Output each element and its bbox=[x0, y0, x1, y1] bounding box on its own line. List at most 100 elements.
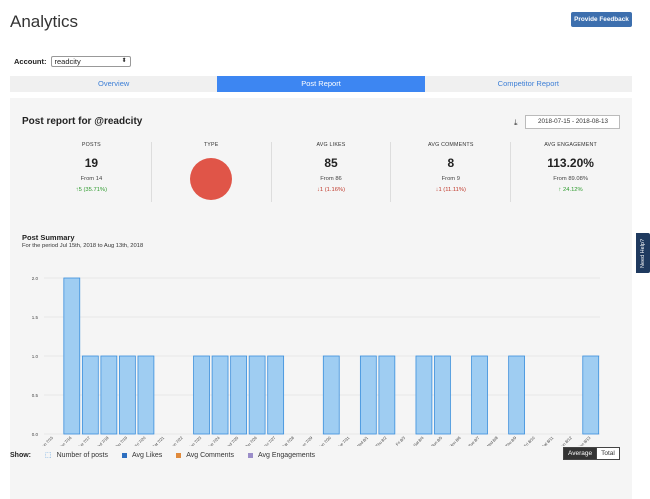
page-title: Analytics bbox=[10, 12, 79, 31]
date-range-input[interactable]: 2018-07-15 - 2018-08-13 bbox=[525, 115, 620, 129]
report-panel: Post report for @readcity ⤓ 2018-07-15 -… bbox=[10, 98, 632, 499]
toggle-average-button[interactable]: Average bbox=[563, 447, 598, 460]
x-tick-label: Tue 7/31 bbox=[336, 435, 351, 446]
stat-label: AVG LIKES bbox=[316, 142, 346, 148]
legend-item-posts[interactable]: ⬚ Number of posts bbox=[45, 451, 108, 460]
chart-bar[interactable] bbox=[248, 355, 266, 435]
x-tick-label: Mon 7/23 bbox=[187, 435, 203, 446]
need-help-button[interactable]: Need Help? bbox=[636, 233, 650, 273]
account-selected-value: readcity bbox=[54, 57, 81, 66]
post-summary-subtitle: For the period Jul 15th, 2018 to Aug 13t… bbox=[22, 243, 144, 249]
x-tick-label: Tue 7/24 bbox=[206, 435, 221, 446]
tab-post-report[interactable]: Post Report bbox=[217, 76, 425, 92]
stat-value: 113.20% bbox=[547, 156, 594, 170]
chart-bar[interactable] bbox=[193, 355, 210, 435]
x-tick-label: Thu 7/26 bbox=[243, 435, 258, 446]
account-select[interactable]: readcity ⬍ bbox=[50, 56, 131, 67]
stat-from: From 89.08% bbox=[553, 176, 588, 182]
stats-row: POSTS 19 From 14 ↑5 (35.71%) TYPE AVG LI… bbox=[32, 142, 630, 202]
x-tick-label: Fri 7/27 bbox=[263, 435, 277, 446]
legend-item-avg-engagements[interactable]: Avg Engagements bbox=[247, 451, 316, 459]
legend-show-label: Show: bbox=[10, 451, 31, 459]
stat-value: 19 bbox=[84, 156, 99, 170]
type-pie-chart bbox=[190, 158, 233, 200]
select-arrows-icon: ⬍ bbox=[121, 58, 127, 64]
chart-legend: Show: ⬚ Number of posts Avg Likes Avg Co… bbox=[10, 451, 329, 460]
x-tick-label: Fri 8/10 bbox=[523, 435, 537, 446]
y-tick-label: 1.5 bbox=[32, 315, 39, 320]
chart-bar[interactable] bbox=[119, 355, 136, 435]
toggle-total-button[interactable]: Total bbox=[597, 447, 620, 460]
chart-bar[interactable] bbox=[137, 355, 155, 435]
x-tick-label: Sun 7/22 bbox=[169, 435, 184, 446]
y-tick-label: 2.0 bbox=[32, 276, 39, 281]
stat-label: AVG ENGAGEMENT bbox=[544, 142, 597, 148]
x-tick-label: Fri 7/20 bbox=[134, 435, 148, 446]
swatch-icon bbox=[176, 452, 182, 458]
chart-bar[interactable] bbox=[582, 355, 600, 435]
x-tick-label: Wed 7/18 bbox=[94, 435, 110, 446]
chart-bar[interactable] bbox=[378, 355, 396, 435]
x-tick-label: Mon 7/16 bbox=[57, 435, 73, 446]
x-tick-label: Sun 8/12 bbox=[558, 435, 573, 446]
x-tick-label: Sat 7/28 bbox=[281, 435, 296, 446]
chart-bar[interactable] bbox=[434, 355, 451, 435]
x-tick-label: Wed 8/1 bbox=[355, 435, 370, 446]
chart-icon: ⬚ bbox=[45, 452, 52, 459]
chart-bar[interactable] bbox=[100, 355, 118, 435]
stat-avg-comments: AVG COMMENTS 8 From 9 ↓1 (11.11%) bbox=[391, 142, 512, 202]
stat-from: From 14 bbox=[80, 176, 103, 182]
chart-bar[interactable] bbox=[415, 355, 433, 435]
swatch-icon bbox=[121, 452, 127, 458]
chart-bar[interactable] bbox=[230, 355, 247, 435]
provide-feedback-button[interactable]: Provide Feedback bbox=[571, 12, 632, 27]
x-tick-label: Tue 8/7 bbox=[467, 435, 481, 446]
chart-bar[interactable] bbox=[63, 277, 81, 435]
x-tick-label: Wed 8/8 bbox=[485, 435, 500, 446]
chart-bar[interactable] bbox=[267, 355, 285, 435]
x-tick-label: Sun 7/15 bbox=[39, 435, 54, 446]
legend-label: Avg Engagements bbox=[257, 451, 316, 459]
stat-label: TYPE bbox=[203, 142, 219, 148]
tab-overview[interactable]: Overview bbox=[98, 79, 130, 88]
x-tick-label: Thu 7/19 bbox=[113, 435, 128, 446]
y-tick-label: 0.0 bbox=[32, 432, 39, 437]
account-selector: Account: readcity ⬍ bbox=[14, 56, 131, 67]
x-tick-label: Thu 8/2 bbox=[374, 435, 388, 446]
chart-bar[interactable] bbox=[508, 355, 525, 435]
stat-value: 8 bbox=[447, 156, 455, 170]
chart-bar[interactable] bbox=[471, 355, 488, 435]
tab-competitor-report[interactable]: Competitor Report bbox=[497, 79, 559, 88]
x-tick-label: Thu 8/9 bbox=[504, 435, 518, 446]
chart-bar[interactable] bbox=[81, 355, 99, 435]
x-tick-label: Mon 7/30 bbox=[317, 435, 333, 446]
x-tick-label: Tue 7/17 bbox=[76, 435, 91, 446]
x-tick-label: Mon 8/13 bbox=[576, 435, 592, 446]
chart-bar[interactable] bbox=[211, 355, 229, 435]
swatch-icon bbox=[247, 452, 253, 458]
x-tick-label: Sun 8/5 bbox=[430, 435, 444, 446]
report-tabs: Overview Post Report Competitor Report bbox=[10, 76, 632, 92]
x-tick-label: Sat 8/11 bbox=[541, 435, 555, 446]
chart-bar[interactable] bbox=[322, 355, 340, 435]
download-icon[interactable]: ⤓ bbox=[514, 118, 518, 127]
stat-value: 85 bbox=[324, 156, 338, 170]
x-tick-label: Mon 8/6 bbox=[448, 435, 462, 446]
stat-change: ↑5 (35.71%) bbox=[75, 187, 108, 193]
stat-label: POSTS bbox=[81, 142, 101, 148]
legend-item-avg-likes[interactable]: Avg Likes bbox=[121, 452, 162, 459]
legend-item-avg-comments[interactable]: Avg Comments bbox=[176, 452, 234, 459]
legend-label: Number of posts bbox=[56, 451, 108, 459]
stat-label: AVG COMMENTS bbox=[428, 142, 474, 148]
stat-type: TYPE bbox=[152, 142, 272, 202]
account-label: Account: bbox=[14, 57, 47, 66]
stat-change: ↑ 24.12% bbox=[558, 187, 583, 193]
x-tick-label: Sat 7/21 bbox=[151, 435, 166, 446]
stat-from: From 86 bbox=[320, 176, 342, 182]
chart-bar[interactable] bbox=[359, 355, 377, 435]
stat-from: From 9 bbox=[441, 176, 460, 182]
y-tick-label: 0.5 bbox=[32, 393, 39, 398]
legend-label: Avg Comments bbox=[186, 451, 234, 459]
report-title: Post report for @readcity bbox=[22, 116, 143, 127]
stat-posts: POSTS 19 From 14 ↑5 (35.71%) bbox=[32, 142, 152, 202]
